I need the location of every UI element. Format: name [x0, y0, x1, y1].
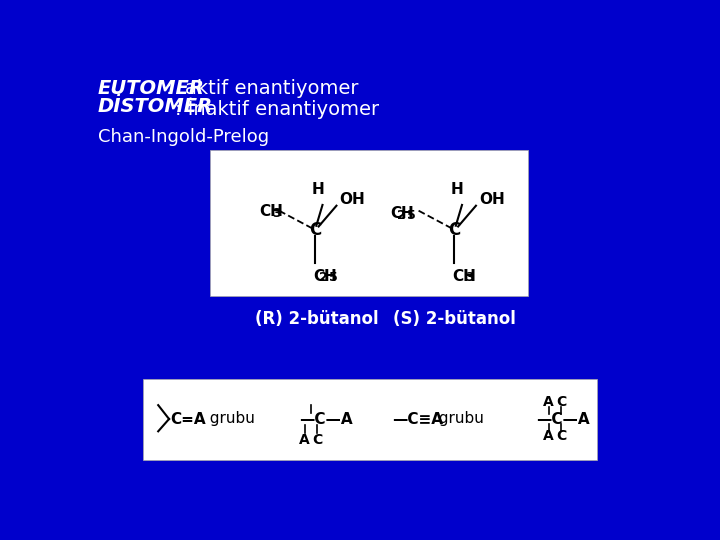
Text: —C—A: —C—A	[300, 411, 353, 427]
Text: A: A	[544, 395, 554, 409]
Text: OH: OH	[340, 192, 365, 207]
Text: (S) 2-bütanol: (S) 2-bütanol	[393, 309, 516, 328]
Text: H: H	[451, 182, 464, 197]
Text: C: C	[313, 269, 324, 284]
Text: —C—A: —C—A	[536, 411, 590, 427]
Text: :  aktif enantiyomer: : aktif enantiyomer	[166, 79, 359, 98]
Text: H: H	[312, 182, 324, 197]
Text: EUTOMER: EUTOMER	[98, 79, 204, 98]
Text: CH: CH	[453, 269, 477, 284]
Text: Chan-Ingold-Prelog: Chan-Ingold-Prelog	[98, 128, 269, 146]
Text: 3: 3	[466, 271, 474, 284]
Text: C: C	[309, 221, 321, 239]
Text: : İnaktif enantiyomer: : İnaktif enantiyomer	[175, 97, 379, 119]
Text: C: C	[556, 395, 567, 409]
Text: C: C	[391, 206, 402, 221]
Text: A: A	[300, 433, 310, 447]
Text: 5: 5	[407, 209, 415, 222]
Text: —C≡A: —C≡A	[392, 411, 444, 427]
Text: H: H	[401, 206, 414, 221]
Bar	[210, 150, 528, 296]
Text: C: C	[556, 429, 567, 443]
Text: 2: 2	[319, 271, 328, 284]
Text: 2: 2	[397, 209, 405, 222]
Text: H: H	[323, 269, 336, 284]
Text: C: C	[312, 433, 323, 447]
Bar	[143, 379, 597, 460]
Text: DİSTOMER: DİSTOMER	[98, 97, 213, 116]
Text: grubu: grubu	[429, 411, 485, 427]
Text: 3: 3	[271, 207, 280, 220]
Text: CH: CH	[259, 204, 283, 219]
Text: (R) 2-bütanol: (R) 2-bütanol	[256, 309, 379, 328]
Text: A: A	[544, 429, 554, 443]
Text: C=A: C=A	[171, 411, 206, 427]
Text: C: C	[448, 221, 460, 239]
Text: grubu: grubu	[200, 411, 255, 427]
Text: 5: 5	[330, 271, 338, 284]
Text: OH: OH	[479, 192, 505, 207]
